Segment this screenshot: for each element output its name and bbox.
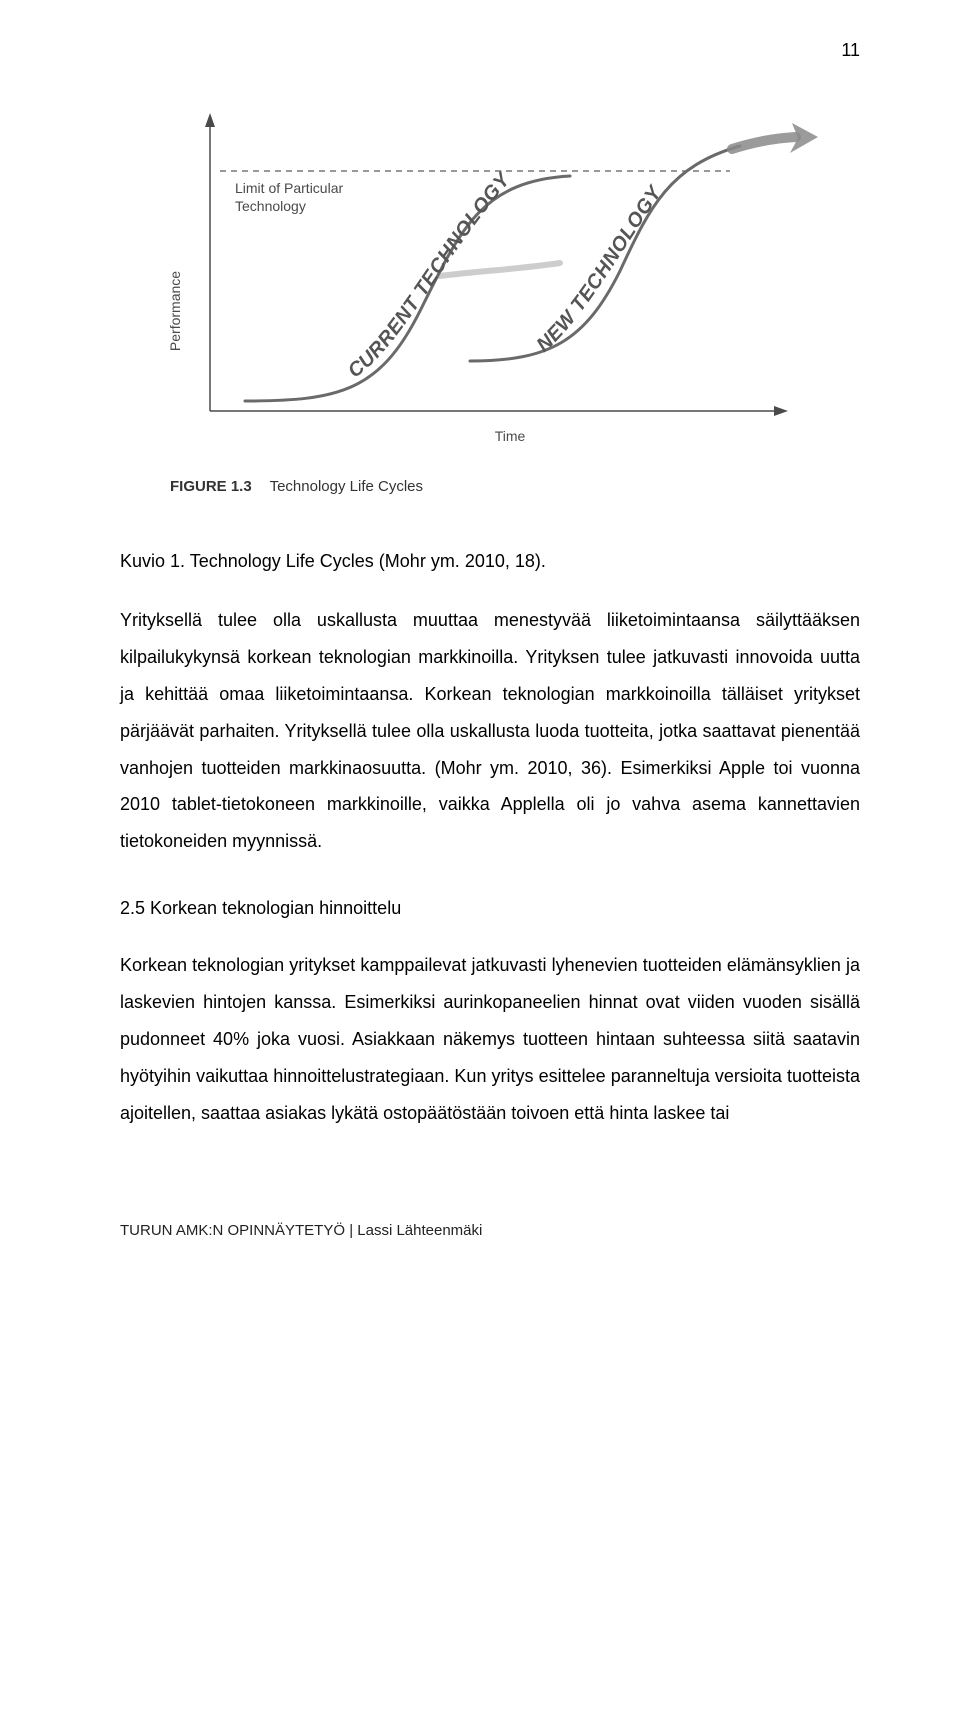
limit-label-line1: Limit of Particular	[235, 180, 343, 196]
figure-technology-life-cycles: Performance Time Limit of Particular Tec…	[120, 91, 860, 521]
y-axis-label: Performance	[167, 271, 183, 351]
page: 11 Performance Time Limit of Particular …	[0, 0, 960, 1299]
figure-caption: Kuvio 1. Technology Life Cycles (Mohr ym…	[120, 551, 860, 572]
paragraph-2: Korkean teknologian yritykset kamppailev…	[120, 947, 860, 1131]
limit-label-line2: Technology	[235, 198, 306, 214]
embedded-figure-caption: FIGURE 1.3 Technology Life Cycles	[170, 478, 423, 495]
paragraph-1: Yrityksellä tulee olla uskallusta muutta…	[120, 602, 860, 860]
y-axis-arrow-icon	[205, 113, 215, 127]
axes: Performance Time	[167, 113, 788, 444]
section-heading: 2.5 Korkean teknologian hinnoittelu	[120, 898, 860, 919]
footer: TURUN AMK:N OPINNÄYTETYÖ | Lassi Lähteen…	[120, 1222, 860, 1239]
current-curve-shadow	[440, 263, 560, 276]
figure-svg: Performance Time Limit of Particular Tec…	[140, 91, 840, 521]
x-axis-label: Time	[495, 428, 526, 444]
new-technology-arrow-icon	[732, 137, 796, 149]
new-technology-label: NEW TECHNOLOGY	[533, 181, 667, 356]
page-number: 11	[120, 40, 860, 61]
current-technology-label: CURRENT TECHNOLOGY	[344, 168, 515, 382]
x-axis-arrow-icon	[774, 406, 788, 416]
